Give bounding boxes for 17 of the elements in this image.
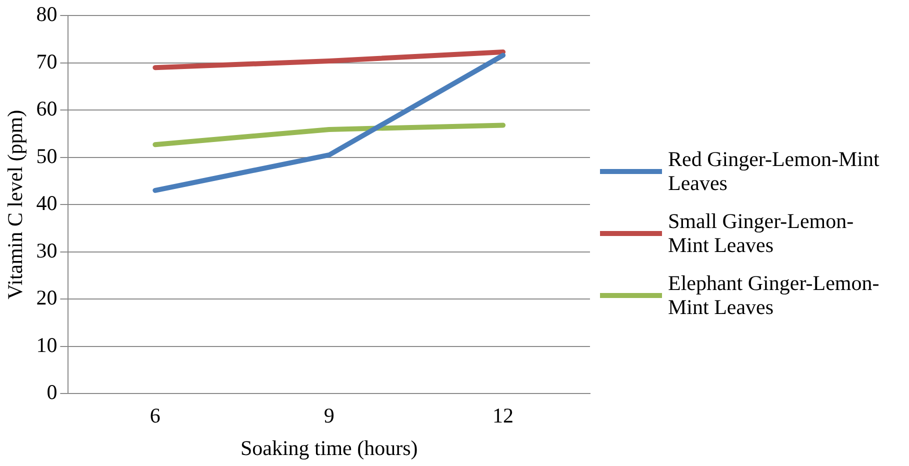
y-tick-label: 10 (36, 332, 58, 357)
x-axis-title: Soaking time (hours) (240, 436, 418, 460)
legend-label: Red Ginger-Lemon-Mint Leaves (668, 147, 880, 195)
y-tick-label: 70 (36, 49, 58, 74)
y-tick-label: 20 (36, 286, 58, 310)
y-tick-label: 50 (36, 144, 58, 168)
y-tick-label: 30 (36, 238, 58, 262)
y-tick-label: 0 (46, 380, 58, 404)
legend-label: Elephant Ginger-Lemon-Mint Leaves (668, 271, 880, 319)
y-tick-label: 40 (36, 191, 58, 216)
x-tick-label: 12 (492, 404, 514, 428)
y-tick-label: 60 (36, 96, 58, 121)
y-tick-label: 80 (36, 2, 58, 26)
y-axis-title: Vitamin C level (ppm) (3, 110, 28, 300)
legend-label: Small Ginger-Lemon-Mint Leaves (668, 209, 855, 257)
x-tick-label: 6 (150, 404, 160, 428)
x-tick-label: 9 (324, 404, 334, 428)
